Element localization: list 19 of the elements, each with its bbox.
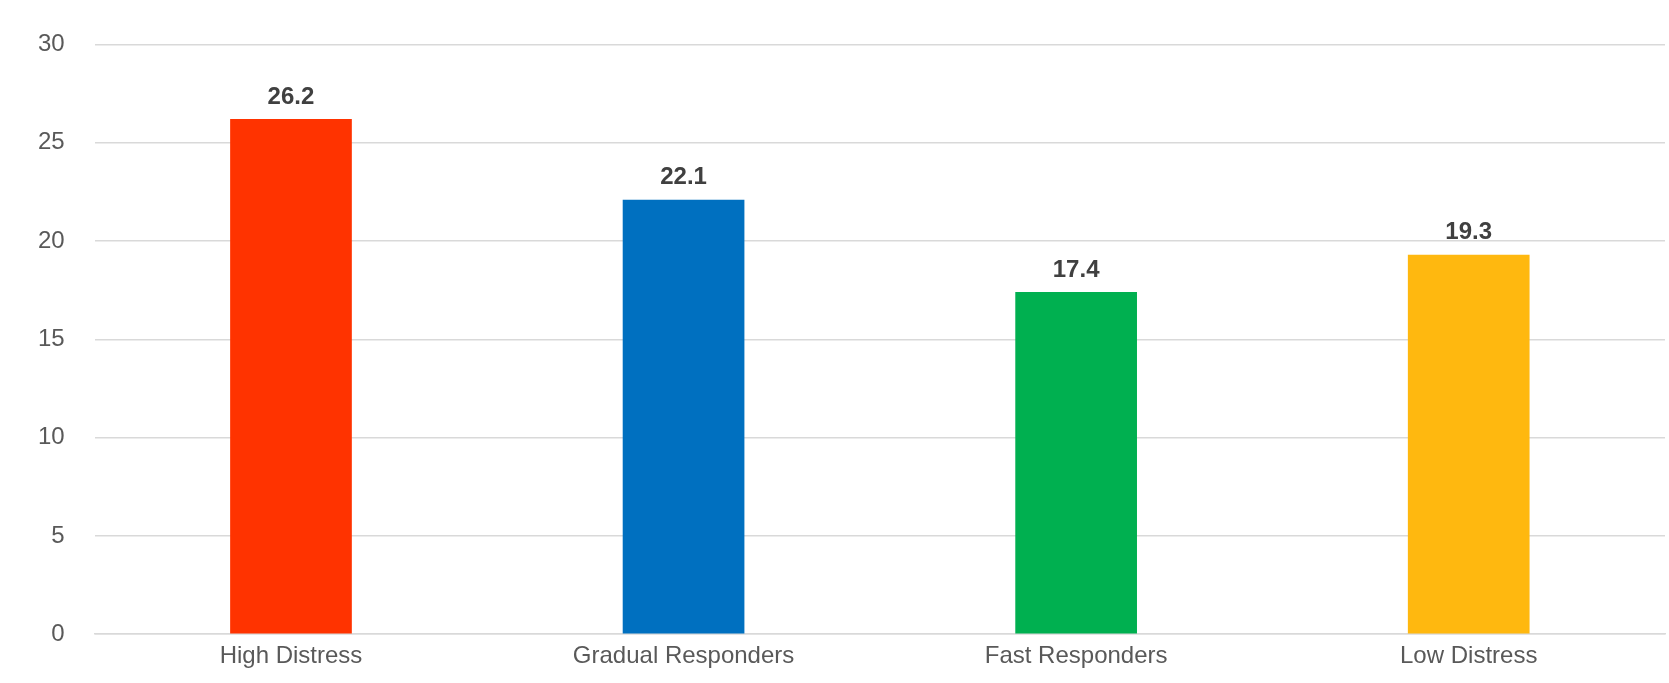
x-tick-label: Gradual Responders	[572, 641, 795, 669]
y-tick-label: 15	[37, 323, 65, 351]
x-tick-label: High Distress	[219, 641, 363, 669]
y-tick-label: 5	[51, 520, 65, 548]
x-tick-label: Low Distress	[1400, 641, 1538, 669]
y-tick-label: 25	[37, 127, 65, 155]
y-tick-label: 30	[37, 29, 65, 57]
data-label: 22.1	[660, 162, 707, 190]
bar	[230, 119, 352, 634]
y-tick-label: 0	[51, 618, 65, 646]
data-label: 17.4	[1052, 254, 1101, 282]
y-tick-label: 20	[37, 225, 65, 253]
data-label: 19.3	[1445, 217, 1493, 245]
data-label: 26.2	[267, 81, 315, 109]
bar	[622, 199, 745, 634]
y-tick-label: 10	[37, 422, 65, 450]
bar	[1407, 254, 1530, 634]
bar	[1015, 292, 1137, 634]
x-tick-label: Fast Responders	[984, 641, 1168, 669]
